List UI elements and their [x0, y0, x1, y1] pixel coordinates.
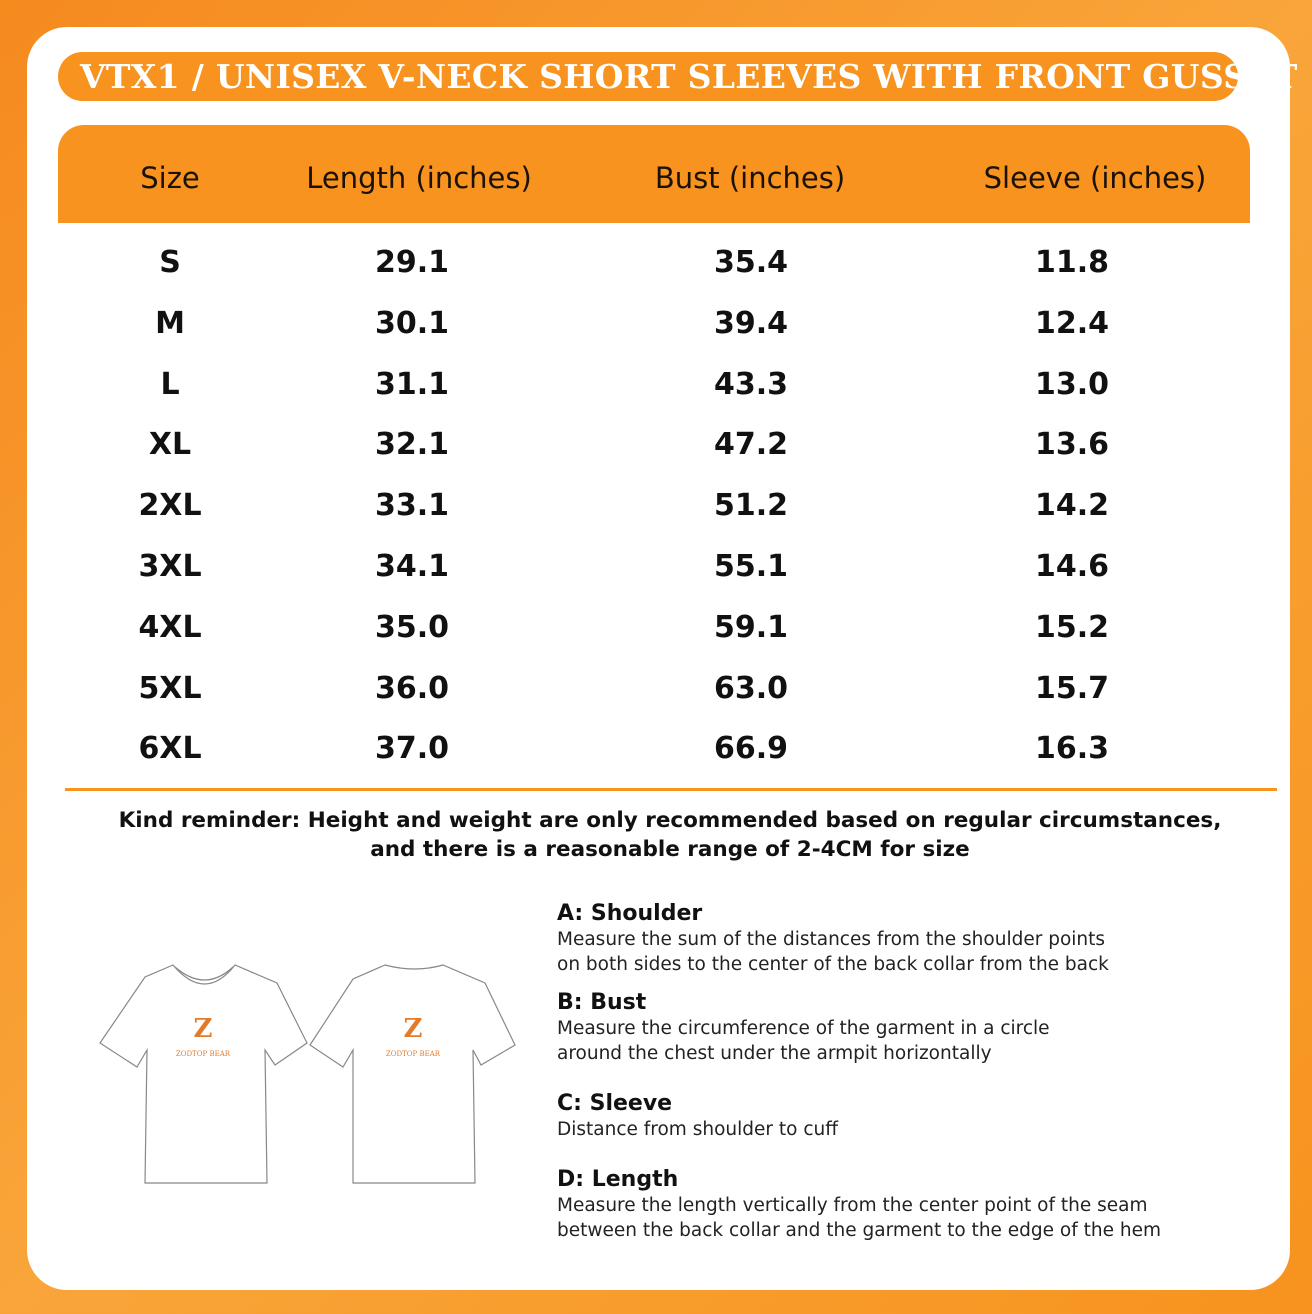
sleeve-cell: 11.8: [1034, 245, 1110, 280]
size-cell: 3XL: [138, 549, 202, 584]
definition-item: D: Length Measure the length vertically f…: [557, 1166, 1161, 1243]
table-row: 6XL 37.0 66.9 16.3: [0, 719, 1312, 779]
length-cell: 29.1: [374, 245, 450, 280]
length-cell: 33.1: [374, 488, 450, 524]
reminder-line: Kind reminder: Height and weight are onl…: [118, 808, 1222, 833]
size-cell: 5XL: [138, 670, 202, 706]
table-row: 5XL 36.0 63.0 15.7: [0, 659, 1312, 719]
length-cell: 35.0: [374, 609, 450, 645]
bust-cell: 63.0: [713, 670, 789, 706]
sleeve-cell: 13.6: [1034, 427, 1110, 463]
definition-text: Measure the length vertically from the c…: [557, 1195, 1148, 1216]
header-size: Size: [140, 161, 200, 195]
sleeve-cell: 15.2: [1034, 609, 1110, 645]
table-row: 4XL 35.0 59.1 15.2: [0, 598, 1312, 658]
bust-cell: 47.2: [713, 427, 789, 463]
header-bust: Bust (inches): [654, 161, 846, 195]
logo-text: ZODTOP BEAR: [386, 1050, 441, 1058]
table-header: Size Length (inches) Bust (inches) Sleev…: [58, 125, 1250, 223]
tshirt-back: [309, 964, 516, 1184]
sleeve-cell: 13.0: [1034, 366, 1110, 402]
sleeve-cell: 15.7: [1034, 670, 1110, 706]
table-row: 2XL 33.1 51.2 14.2: [0, 476, 1312, 536]
header-sleeve: Sleeve (inches): [983, 161, 1207, 195]
table-row: XL 32.1 47.2 13.6: [0, 415, 1312, 475]
size-cell: S: [159, 245, 181, 280]
bust-cell: 55.1: [713, 549, 789, 584]
length-cell: 36.0: [374, 670, 450, 706]
product-title: VTX1 / UNISEX V-NECK SHORT SLEEVES WITH …: [58, 52, 1297, 101]
size-cell: L: [160, 366, 180, 402]
length-cell: 30.1: [374, 305, 450, 341]
definition-text: between the back collar and the garment …: [557, 1219, 1162, 1241]
definition-text: Measure the circumference of the garment…: [557, 1018, 1050, 1039]
bust-cell: 66.9: [713, 731, 789, 767]
definition-item: C: Sleeve Distance from shoulder to cuff: [557, 1090, 838, 1143]
definition-title: A: Shoulder: [557, 901, 703, 926]
definition-text: on both sides to the center of the back …: [557, 953, 1109, 975]
definition-item: B: Bust Measure the circumference of the …: [557, 989, 1050, 1066]
divider: [65, 788, 1277, 791]
definition-item: A: Shoulder Measure the sum of the distan…: [557, 900, 1109, 977]
bust-cell: 43.3: [713, 366, 789, 402]
bust-cell: 51.2: [713, 488, 789, 524]
definition-title: D: Length: [557, 1167, 679, 1192]
size-cell: 6XL: [138, 731, 202, 767]
table-row: 3XL 34.1 55.1 14.6: [0, 537, 1312, 597]
table-row: S 29.1 35.4 11.8: [0, 233, 1312, 293]
bust-cell: 39.4: [713, 305, 789, 341]
length-cell: 37.0: [374, 731, 450, 767]
reminder-line: and there is a reasonable range of 2-4CM…: [370, 837, 970, 862]
table-row: L 31.1 43.3 13.0: [0, 355, 1312, 415]
sleeve-cell: 16.3: [1034, 731, 1110, 767]
definition-text: Measure the sum of the distances from th…: [557, 929, 1106, 950]
kind-reminder: Kind reminder: Height and weight are onl…: [0, 806, 1312, 864]
table-row: M 30.1 39.4 12.4: [0, 294, 1312, 354]
sleeve-cell: 12.4: [1034, 305, 1110, 341]
definition-title: C: Sleeve: [557, 1091, 673, 1116]
header-length: Length (inches): [306, 161, 532, 195]
tshirt-front-back-illustration: Z ZODTOP BEAR Z ZODTOP BEAR: [99, 964, 516, 1184]
bust-cell: 59.1: [713, 609, 789, 645]
sleeve-cell: 14.6: [1034, 549, 1110, 584]
size-cell: 2XL: [138, 488, 202, 524]
logo-z-icon: Z: [194, 1014, 213, 1044]
size-cell: M: [155, 305, 185, 341]
definition-text: around the chest under the armpit horizo…: [557, 1042, 992, 1064]
sleeve-cell: 14.2: [1034, 488, 1110, 524]
bust-cell: 35.4: [713, 245, 789, 280]
definition-text: Distance from shoulder to cuff: [557, 1119, 838, 1140]
logo-z-icon: Z: [404, 1014, 423, 1044]
length-cell: 31.1: [374, 366, 450, 402]
tshirt-front: [99, 964, 308, 1184]
length-cell: 32.1: [374, 427, 450, 463]
size-cell: 4XL: [138, 609, 202, 645]
definition-title: B: Bust: [557, 990, 647, 1015]
size-cell: XL: [148, 427, 192, 463]
logo-text: ZODTOP BEAR: [176, 1050, 231, 1058]
length-cell: 34.1: [374, 549, 450, 584]
